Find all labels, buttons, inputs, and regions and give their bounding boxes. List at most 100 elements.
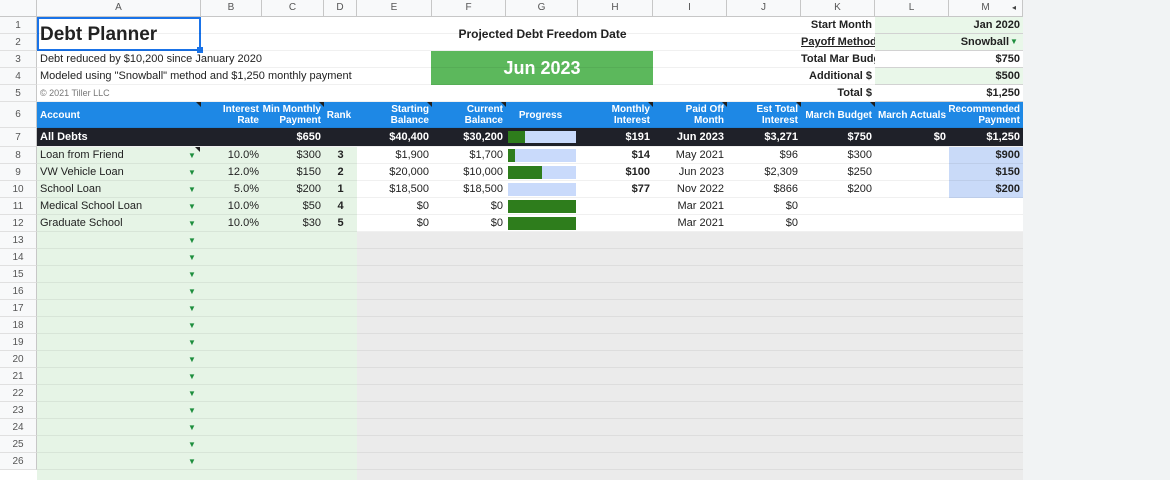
row-header-23[interactable]: 23 xyxy=(0,402,37,419)
account-dropdown-icon[interactable]: ▼ xyxy=(188,287,196,296)
debt-rate-4[interactable]: 10.0% xyxy=(227,200,259,212)
row-header-26[interactable]: 26 xyxy=(0,453,37,470)
note-indicator-icon xyxy=(319,102,324,107)
row-header-1[interactable]: 1 xyxy=(0,17,37,34)
row-header-12[interactable]: 12 xyxy=(0,215,37,232)
account-dropdown-icon[interactable]: ▼ xyxy=(188,304,196,313)
account-dropdown-icon[interactable]: ▼ xyxy=(188,406,196,415)
row-header-4[interactable]: 4 xyxy=(0,68,37,85)
header-account[interactable]: Account xyxy=(37,102,201,128)
column-header-c[interactable]: C xyxy=(262,0,324,17)
account-dropdown-icon[interactable]: ▼ xyxy=(188,457,196,466)
header-starting-balance[interactable]: Starting Balance xyxy=(357,102,432,128)
debt-min-payment-1[interactable]: $300 xyxy=(296,149,321,161)
row-header-16[interactable]: 16 xyxy=(0,283,37,300)
additional-field[interactable]: $500 xyxy=(875,68,1023,85)
row-header-15[interactable]: 15 xyxy=(0,266,37,283)
column-header-k[interactable]: K xyxy=(801,0,875,17)
all-debts-starting-balance: $40,400 xyxy=(357,128,432,146)
account-dropdown-icon[interactable]: ▼ xyxy=(188,338,196,347)
account-dropdown-icon[interactable]: ▼ xyxy=(188,219,196,228)
row-header-17[interactable]: 17 xyxy=(0,300,37,317)
column-menu-icon[interactable]: ◂ xyxy=(1012,3,1017,12)
debt-rate-5[interactable]: 10.0% xyxy=(227,217,259,229)
header-current-balance[interactable]: Current Balance xyxy=(432,102,506,128)
account-dropdown-icon[interactable]: ▼ xyxy=(188,168,196,177)
row-header-25[interactable]: 25 xyxy=(0,436,37,453)
account-dropdown-icon[interactable]: ▼ xyxy=(188,270,196,279)
select-all-corner[interactable] xyxy=(0,0,37,17)
header-paid-off-month[interactable]: Paid Off Month xyxy=(653,102,727,128)
row-header-19[interactable]: 19 xyxy=(0,334,37,351)
start-month-field[interactable]: Jan 2020 xyxy=(875,17,1023,34)
row-header-7[interactable]: 7 xyxy=(0,128,37,147)
row-header-5[interactable]: 5 xyxy=(0,85,37,102)
debt-min-payment-3[interactable]: $200 xyxy=(296,183,321,195)
column-header-e[interactable]: E xyxy=(357,0,432,17)
account-dropdown-icon[interactable]: ▼ xyxy=(188,355,196,364)
header-est-total-interest[interactable]: Est Total Interest xyxy=(727,102,801,128)
account-dropdown-icon[interactable]: ▼ xyxy=(188,440,196,449)
column-header-i[interactable]: I xyxy=(653,0,727,17)
debt-min-payment-5[interactable]: $30 xyxy=(302,217,321,229)
payoff-method-select[interactable]: Snowball xyxy=(875,34,1023,51)
debt-min-payment-4[interactable]: $50 xyxy=(302,200,321,212)
row-header-18[interactable]: 18 xyxy=(0,317,37,334)
account-dropdown-icon[interactable]: ▼ xyxy=(188,372,196,381)
account-dropdown-icon[interactable]: ▼ xyxy=(188,253,196,262)
header-march-actuals[interactable]: March Actuals xyxy=(875,102,949,128)
account-dropdown-icon[interactable]: ▼ xyxy=(188,423,196,432)
column-header-h[interactable]: H xyxy=(578,0,653,17)
column-header-a[interactable]: A xyxy=(37,0,201,17)
column-header-j[interactable]: J xyxy=(727,0,801,17)
header-rank[interactable]: Rank xyxy=(324,102,357,128)
row-gridline xyxy=(37,299,1023,300)
row-header-24[interactable]: 24 xyxy=(0,419,37,436)
row-header-8[interactable]: 8 xyxy=(0,147,37,164)
column-header-l[interactable]: L xyxy=(875,0,949,17)
header-progress[interactable]: Progress xyxy=(506,102,578,128)
column-header-f[interactable]: F xyxy=(432,0,506,17)
header-label: Current Balance xyxy=(464,104,503,126)
title-selection-handle[interactable] xyxy=(197,47,203,53)
debt-rate-2[interactable]: 12.0% xyxy=(227,166,259,178)
row-header-10[interactable]: 10 xyxy=(0,181,37,198)
header-min-payment[interactable]: Min Monthly Payment xyxy=(262,102,324,128)
column-header-d[interactable]: D xyxy=(324,0,357,17)
column-header-m[interactable]: M xyxy=(949,0,1023,17)
row-header-14[interactable]: 14 xyxy=(0,249,37,266)
row-header-22[interactable]: 22 xyxy=(0,385,37,402)
row-header-3[interactable]: 3 xyxy=(0,51,37,68)
account-dropdown-icon[interactable]: ▼ xyxy=(188,389,196,398)
account-dropdown-icon[interactable]: ▼ xyxy=(188,236,196,245)
column-header-g[interactable]: G xyxy=(506,0,578,17)
title-cell-border[interactable] xyxy=(37,17,201,51)
account-dropdown-icon[interactable]: ▼ xyxy=(188,202,196,211)
payoff-dropdown-icon[interactable]: ▼ xyxy=(1010,37,1018,46)
account-dropdown-icon[interactable]: ▼ xyxy=(188,151,196,160)
debt-account-2[interactable]: VW Vehicle Loan xyxy=(40,166,124,178)
row-header-6[interactable]: 6 xyxy=(0,102,37,128)
note-indicator-icon xyxy=(648,102,653,107)
debt-account-1[interactable]: Loan from Friend xyxy=(40,149,124,161)
all-debts-march-budget: $750 xyxy=(801,128,875,146)
debt-account-5[interactable]: Graduate School xyxy=(40,217,123,229)
debt-account-4[interactable]: Medical School Loan xyxy=(40,200,143,212)
row-header-2[interactable]: 2 xyxy=(0,34,37,51)
debt-rate-3[interactable]: 5.0% xyxy=(233,183,259,195)
account-dropdown-icon[interactable]: ▼ xyxy=(188,185,196,194)
debt-account-3[interactable]: School Loan xyxy=(40,183,102,195)
row-header-9[interactable]: 9 xyxy=(0,164,37,181)
row-header-11[interactable]: 11 xyxy=(0,198,37,215)
header-march-budget[interactable]: March Budget xyxy=(801,102,875,128)
account-dropdown-icon[interactable]: ▼ xyxy=(188,321,196,330)
header-recommended-payment[interactable]: Recommended Payment xyxy=(948,102,1023,128)
row-header-13[interactable]: 13 xyxy=(0,232,37,249)
column-header-b[interactable]: B xyxy=(201,0,262,17)
debt-min-payment-2[interactable]: $150 xyxy=(296,166,321,178)
row-header-20[interactable]: 20 xyxy=(0,351,37,368)
row-header-21[interactable]: 21 xyxy=(0,368,37,385)
header-interest-rate[interactable]: Interest Rate xyxy=(201,102,262,128)
header-monthly-interest[interactable]: Monthly Interest xyxy=(578,102,653,128)
debt-rate-1[interactable]: 10.0% xyxy=(227,149,259,161)
